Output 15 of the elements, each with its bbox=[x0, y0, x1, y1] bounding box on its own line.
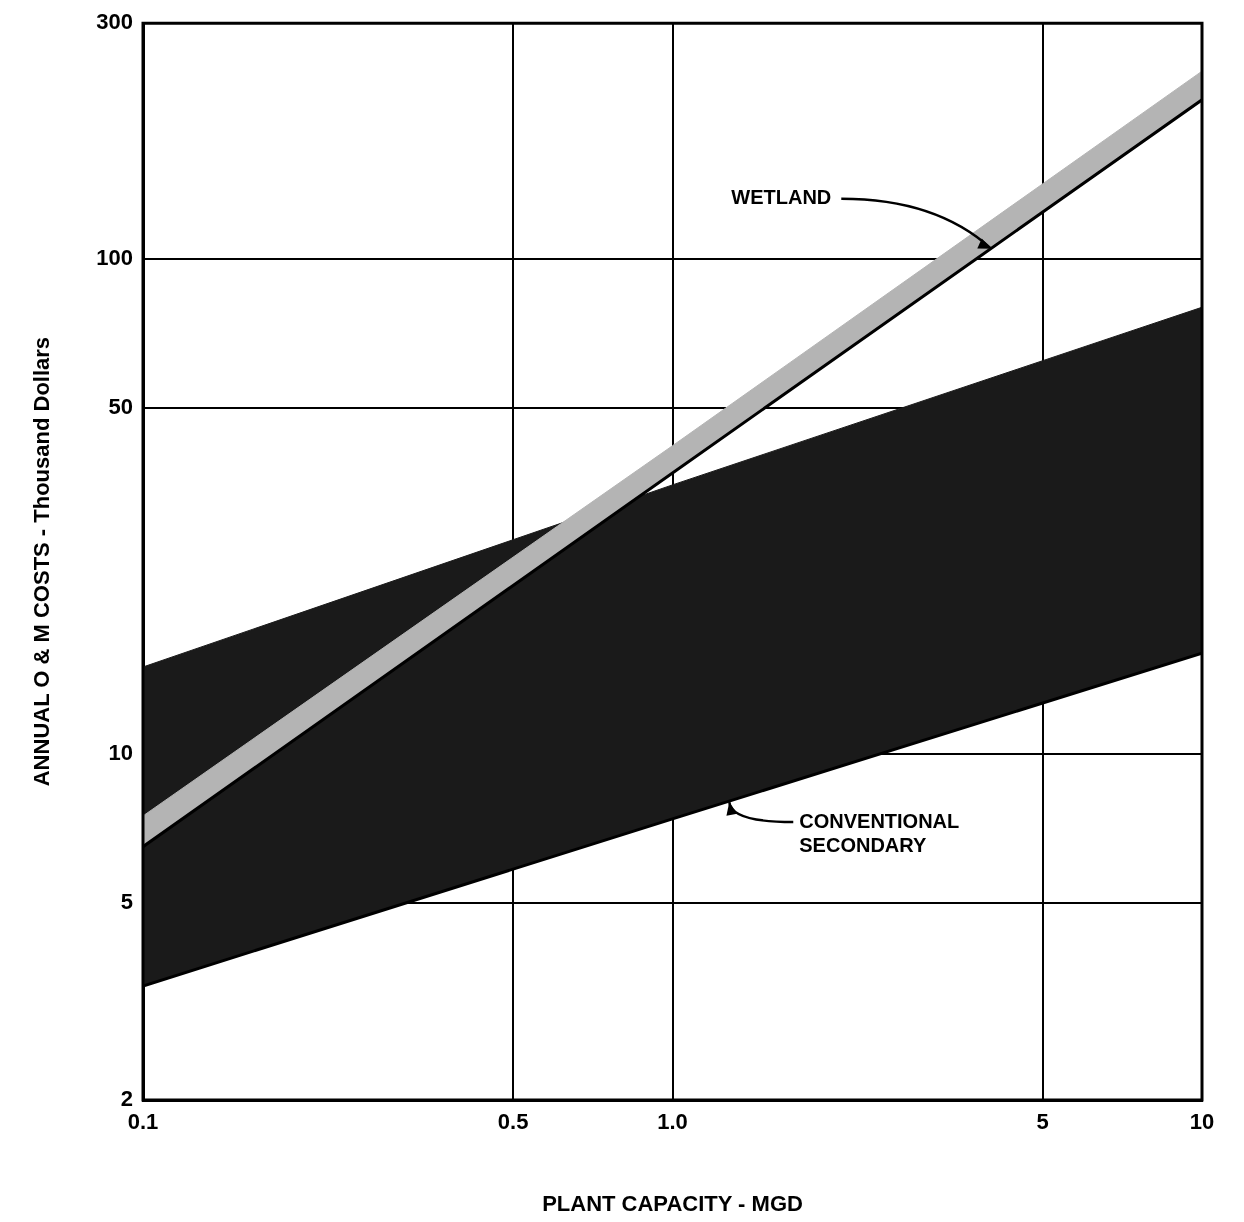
annotation: WETLAND bbox=[731, 186, 832, 209]
y-tick-label: 50 bbox=[108, 394, 133, 420]
x-axis-title: PLANT CAPACITY - MGD bbox=[542, 1190, 803, 1216]
x-tick-label: 1.0 bbox=[657, 1109, 688, 1135]
x-tick-label: 10 bbox=[1189, 1109, 1215, 1135]
x-tick-label: 0.1 bbox=[127, 1109, 159, 1135]
annotation: CONVENTIONAL SECONDARY bbox=[799, 809, 960, 856]
x-tick-label: 0.5 bbox=[497, 1109, 529, 1135]
y-tick-label: 5 bbox=[120, 889, 133, 915]
y-tick-label: 300 bbox=[96, 9, 133, 35]
y-tick-label: 2 bbox=[120, 1086, 133, 1112]
y-tick-label: 10 bbox=[108, 740, 133, 766]
y-tick-label: 100 bbox=[96, 245, 133, 271]
y-axis-title: ANNUAL O & M COSTS - Thousand Dollars bbox=[29, 336, 55, 787]
x-tick-label: 5 bbox=[1036, 1109, 1049, 1135]
